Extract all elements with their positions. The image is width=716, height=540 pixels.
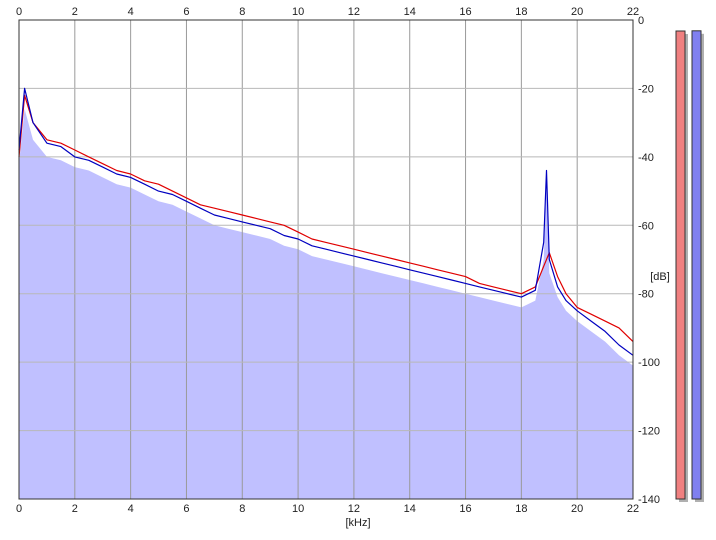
x-tick-label-top: 8 [239,6,245,18]
x-tick-label-bottom: 10 [292,503,304,515]
series-line-right [18,87,634,356]
x-tick-label-bottom: 22 [627,503,639,515]
level-meter-right [691,30,702,500]
spectrum-fill-area [19,109,633,499]
x-tick-label-top: 14 [404,6,416,18]
x-tick-label-bottom: 16 [459,503,471,515]
x-tick-label-bottom: 2 [72,503,78,515]
spectrum-fill-layer [19,109,633,499]
x-tick-label-bottom: 8 [239,503,245,515]
x-tick-label-bottom: 4 [128,503,134,515]
x-tick-label-bottom: 6 [183,503,189,515]
y-tick-label: -120 [638,426,660,438]
grid-lines [19,20,633,499]
x-tick-label-top: 4 [128,6,134,18]
y-tick-label: 0 [638,15,644,27]
y-tick-label: -40 [638,152,654,164]
level-meters [675,30,704,502]
x-tick-label-top: 18 [515,6,527,18]
x-tick-label-top: 6 [183,6,189,18]
x-tick-label-bottom: 18 [515,503,527,515]
y-tick-label: -100 [638,357,660,369]
x-tick-label-top: 0 [16,6,22,18]
x-tick-labels-bottom: 0 2 4 6 8 10 12 14 16 18 20 22 [16,503,639,515]
x-axis-label: [kHz] [345,517,370,529]
y-tick-labels-right: 0 -20 -40 -60 -80 -100 -120 -140 [638,15,660,506]
x-tick-label-top: 12 [348,6,360,18]
y-tick-label: -80 [638,289,654,301]
y-tick-label: -140 [638,494,660,506]
x-tick-label-bottom: 0 [16,503,22,515]
y-axis-label: [dB] [650,271,670,283]
x-tick-label-top: 10 [292,6,304,18]
series-layer [18,87,634,356]
x-tick-labels-top: 0 2 4 6 8 10 12 14 16 18 20 22 [16,6,639,18]
series-line-left [18,94,634,343]
plot-frame [18,19,634,500]
x-tick-label-top: 22 [627,6,639,18]
x-tick-label-bottom: 20 [571,503,583,515]
x-tick-label-top: 20 [571,6,583,18]
y-tick-label: -60 [638,220,654,232]
x-tick-label-top: 16 [459,6,471,18]
x-tick-label-top: 2 [72,6,78,18]
x-tick-label-bottom: 12 [348,503,360,515]
y-tick-label: -20 [638,83,654,95]
plot-border [18,19,634,500]
x-tick-label-bottom: 14 [404,503,416,515]
level-meter-left [675,30,686,500]
